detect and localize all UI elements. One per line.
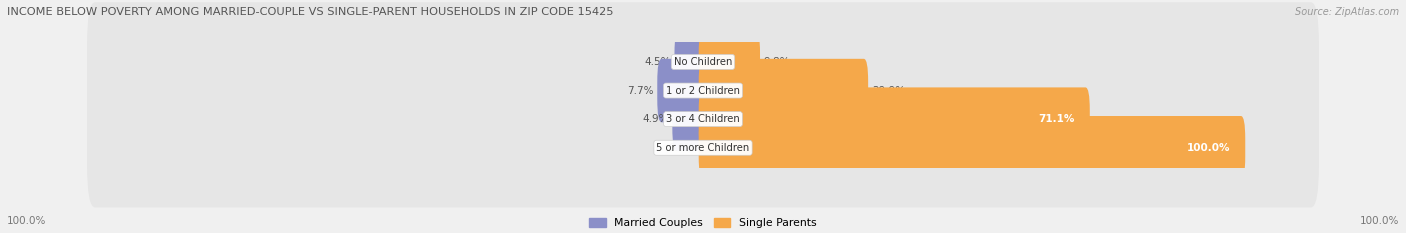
Text: 100.0%: 100.0%	[1187, 143, 1230, 153]
FancyBboxPatch shape	[87, 31, 1319, 150]
Text: INCOME BELOW POVERTY AMONG MARRIED-COUPLE VS SINGLE-PARENT HOUSEHOLDS IN ZIP COD: INCOME BELOW POVERTY AMONG MARRIED-COUPL…	[7, 7, 613, 17]
Text: 29.9%: 29.9%	[872, 86, 905, 96]
Text: 4.5%: 4.5%	[644, 57, 671, 67]
Text: 1 or 2 Children: 1 or 2 Children	[666, 86, 740, 96]
Text: 0.0%: 0.0%	[669, 143, 695, 153]
FancyBboxPatch shape	[699, 30, 761, 94]
FancyBboxPatch shape	[672, 87, 707, 151]
Text: 71.1%: 71.1%	[1039, 114, 1074, 124]
FancyBboxPatch shape	[87, 59, 1319, 179]
FancyBboxPatch shape	[699, 116, 1246, 179]
Text: No Children: No Children	[673, 57, 733, 67]
FancyBboxPatch shape	[87, 2, 1319, 122]
Legend: Married Couples, Single Parents: Married Couples, Single Parents	[589, 218, 817, 228]
Text: 5 or more Children: 5 or more Children	[657, 143, 749, 153]
FancyBboxPatch shape	[657, 59, 707, 122]
FancyBboxPatch shape	[87, 88, 1319, 207]
FancyBboxPatch shape	[699, 59, 868, 122]
Text: 4.9%: 4.9%	[643, 114, 669, 124]
Text: 7.7%: 7.7%	[627, 86, 654, 96]
FancyBboxPatch shape	[699, 87, 1090, 151]
Text: 100.0%: 100.0%	[1360, 216, 1399, 226]
Text: 3 or 4 Children: 3 or 4 Children	[666, 114, 740, 124]
FancyBboxPatch shape	[675, 30, 707, 94]
Text: 9.8%: 9.8%	[763, 57, 790, 67]
Text: 100.0%: 100.0%	[7, 216, 46, 226]
Text: Source: ZipAtlas.com: Source: ZipAtlas.com	[1295, 7, 1399, 17]
